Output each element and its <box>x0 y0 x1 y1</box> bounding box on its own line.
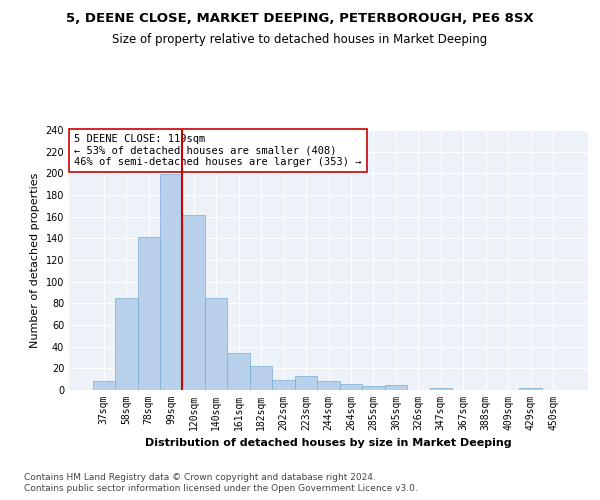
Bar <box>295 376 317 390</box>
Text: Contains public sector information licensed under the Open Government Licence v3: Contains public sector information licen… <box>24 484 418 493</box>
Bar <box>137 238 160 390</box>
Text: Distribution of detached houses by size in Market Deeping: Distribution of detached houses by size … <box>145 438 512 448</box>
Y-axis label: Number of detached properties: Number of detached properties <box>30 172 40 348</box>
Text: 5 DEENE CLOSE: 119sqm
← 53% of detached houses are smaller (408)
46% of semi-det: 5 DEENE CLOSE: 119sqm ← 53% of detached … <box>74 134 362 167</box>
Bar <box>520 388 542 390</box>
Bar <box>385 384 407 390</box>
Bar <box>317 382 340 390</box>
Bar <box>250 366 272 390</box>
Bar <box>362 386 385 390</box>
Text: Size of property relative to detached houses in Market Deeping: Size of property relative to detached ho… <box>112 32 488 46</box>
Bar <box>205 298 227 390</box>
Bar <box>430 388 452 390</box>
Bar <box>272 380 295 390</box>
Text: Contains HM Land Registry data © Crown copyright and database right 2024.: Contains HM Land Registry data © Crown c… <box>24 472 376 482</box>
Bar <box>92 382 115 390</box>
Bar <box>340 384 362 390</box>
Bar <box>227 353 250 390</box>
Bar <box>182 214 205 390</box>
Bar <box>115 298 137 390</box>
Text: 5, DEENE CLOSE, MARKET DEEPING, PETERBOROUGH, PE6 8SX: 5, DEENE CLOSE, MARKET DEEPING, PETERBOR… <box>66 12 534 26</box>
Bar <box>160 174 182 390</box>
